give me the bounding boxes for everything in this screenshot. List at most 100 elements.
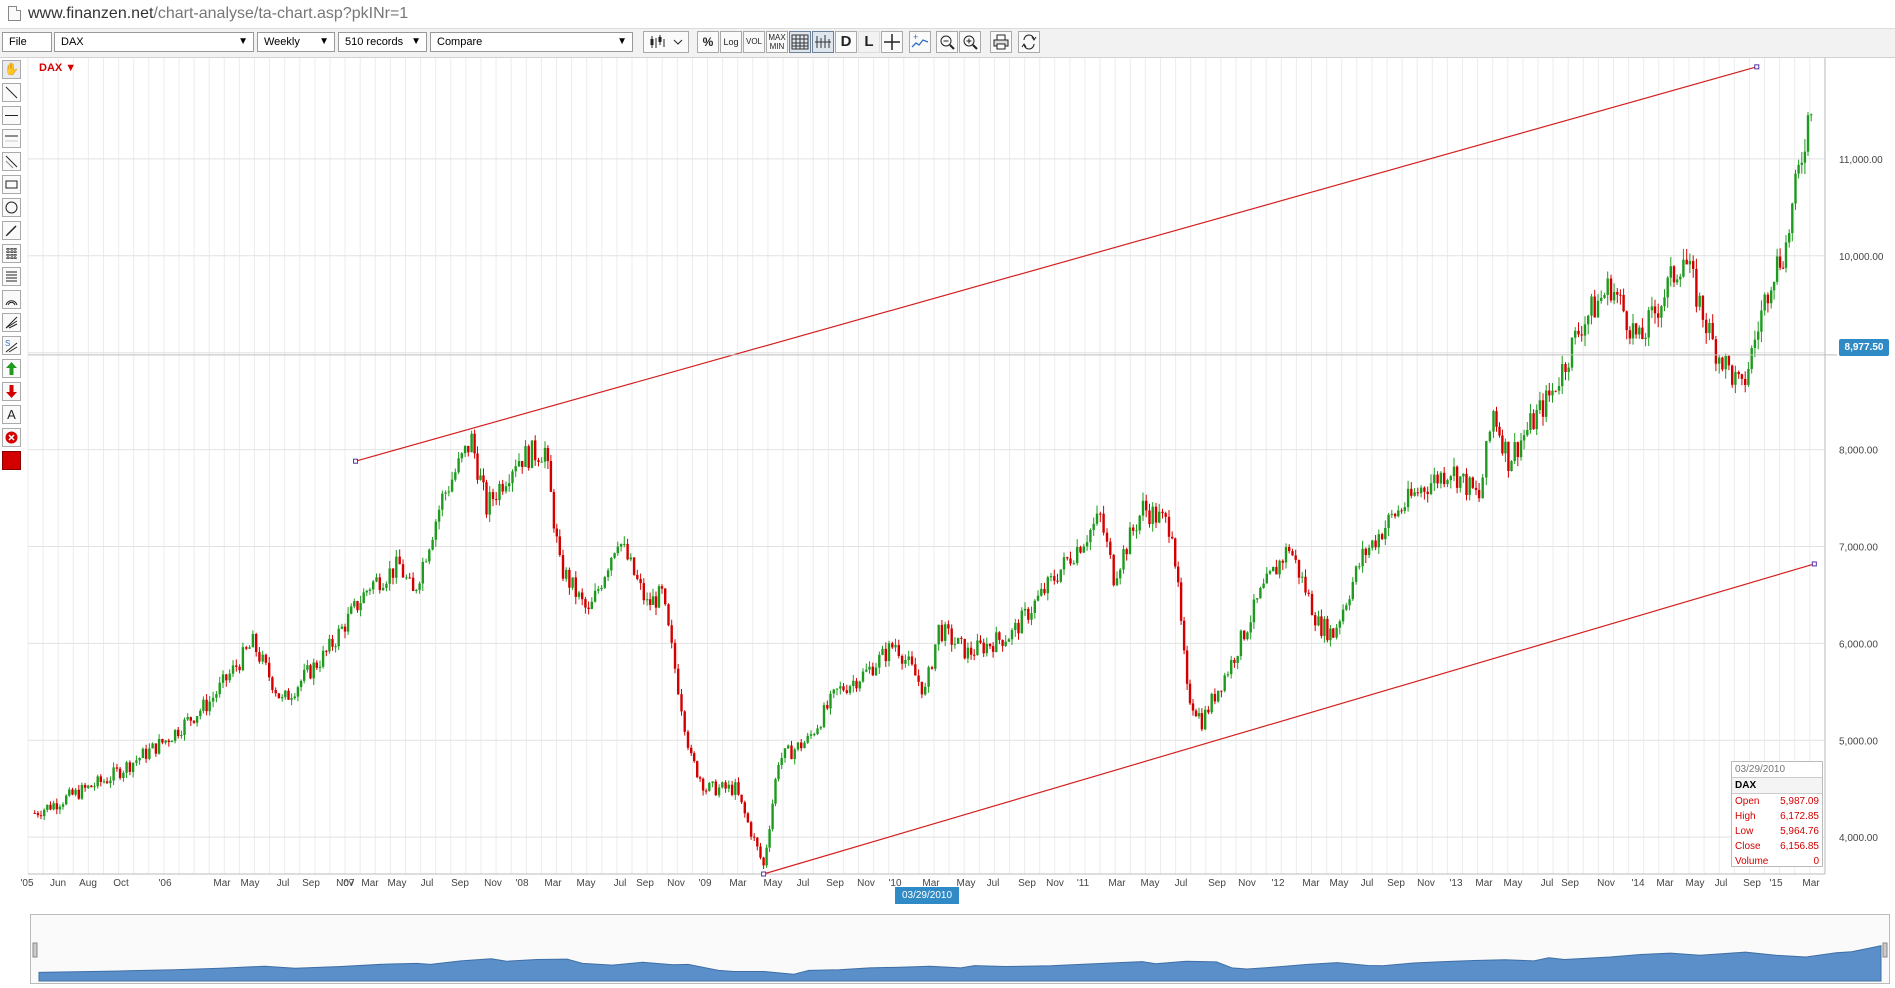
log-scale-button[interactable]: Log bbox=[720, 31, 742, 53]
x-tick-label: Jul bbox=[421, 878, 434, 889]
chart-area[interactable]: 4,000.00 5,000.00 6,000.00 7,000.00 8,000.00… bbox=[0, 58, 1895, 918]
records-select[interactable]: 510 records ▼ bbox=[338, 32, 427, 52]
series-label[interactable]: DAX ▼ bbox=[39, 62, 77, 74]
trendlines[interactable] bbox=[353, 64, 1817, 877]
candle-body bbox=[960, 637, 963, 639]
candle-body bbox=[1810, 114, 1813, 116]
candlesticks bbox=[33, 112, 1813, 869]
maxmin-button[interactable]: MAX MIN bbox=[766, 31, 788, 53]
pen-tool[interactable] bbox=[2, 221, 21, 240]
candle-body bbox=[1154, 506, 1158, 523]
candle-body bbox=[597, 589, 600, 591]
candle-body bbox=[774, 779, 777, 804]
candle-body bbox=[904, 660, 907, 664]
candle-body bbox=[581, 592, 584, 600]
candle-body bbox=[910, 656, 914, 665]
instrument-select[interactable]: DAX ▼ bbox=[54, 32, 254, 52]
candle-body bbox=[1410, 488, 1413, 496]
navigator-chart[interactable] bbox=[31, 915, 1889, 983]
sell-arrow-tool[interactable] bbox=[2, 382, 21, 401]
chevron-down-icon: ▼ bbox=[319, 36, 329, 47]
file-menu-button[interactable]: File bbox=[2, 32, 52, 52]
rectangle-tool[interactable] bbox=[2, 175, 21, 194]
trendline-handle[interactable] bbox=[1754, 64, 1760, 70]
candle-body bbox=[180, 735, 183, 736]
navigator-left-handle[interactable] bbox=[32, 942, 38, 958]
candle-body bbox=[1650, 306, 1654, 311]
candle-body bbox=[460, 453, 463, 459]
channel-tool[interactable] bbox=[2, 152, 21, 171]
fan-tool[interactable] bbox=[2, 313, 21, 332]
candle-body bbox=[261, 654, 264, 662]
candle-body bbox=[1564, 364, 1567, 372]
add-indicator-button[interactable]: + bbox=[909, 31, 931, 53]
candle-body bbox=[1151, 506, 1154, 525]
candle-body bbox=[1406, 488, 1410, 508]
candle-body bbox=[1177, 566, 1180, 583]
candle-body bbox=[894, 644, 897, 648]
lower-trendline[interactable] bbox=[763, 563, 1815, 875]
bars-toggle-button[interactable] bbox=[812, 31, 834, 53]
text-tool[interactable]: A bbox=[2, 405, 21, 424]
zoom-in-button[interactable] bbox=[959, 31, 981, 53]
x-tick-label: '11 bbox=[1077, 878, 1090, 889]
upper-trendline[interactable] bbox=[355, 66, 1757, 462]
fibonacci-retracement-tool[interactable] bbox=[2, 267, 21, 286]
vertical-line-tool[interactable] bbox=[2, 129, 21, 148]
refresh-button[interactable] bbox=[1018, 31, 1040, 53]
candle-body bbox=[49, 804, 52, 810]
compare-select[interactable]: Compare ▼ bbox=[430, 32, 633, 52]
trendline-handle[interactable] bbox=[761, 871, 767, 877]
delete-drawings-tool[interactable] bbox=[2, 428, 21, 447]
x-tick-label: '09 bbox=[698, 878, 711, 889]
percent-scale-button[interactable]: % bbox=[697, 31, 719, 53]
trendline-handle[interactable] bbox=[353, 458, 359, 464]
range-navigator[interactable] bbox=[30, 914, 1890, 984]
interval-select[interactable]: Weekly ▼ bbox=[257, 32, 335, 52]
candle-body bbox=[985, 643, 988, 654]
x-tick-label: Nov bbox=[857, 878, 875, 889]
color-picker-tool[interactable] bbox=[2, 451, 21, 470]
tooltip-open-label: Open bbox=[1735, 796, 1760, 807]
candle-body bbox=[488, 492, 491, 515]
arc-tool[interactable] bbox=[2, 290, 21, 309]
candle-body bbox=[839, 686, 842, 689]
print-button[interactable] bbox=[990, 31, 1012, 53]
ellipse-tool[interactable] bbox=[2, 198, 21, 217]
tooltip-open-row: Open 5,987.09 bbox=[1732, 794, 1822, 809]
buy-arrow-tool[interactable] bbox=[2, 359, 21, 378]
navigator-right-handle[interactable] bbox=[1882, 942, 1888, 958]
candle-body bbox=[1046, 577, 1049, 594]
speed-line-tool[interactable]: S bbox=[2, 336, 21, 355]
candle-body bbox=[434, 521, 437, 540]
chart-type-select[interactable] bbox=[643, 31, 689, 53]
candle-body bbox=[852, 680, 855, 686]
trendline-tool[interactable] bbox=[2, 83, 21, 102]
candle-body bbox=[537, 460, 540, 462]
candle-body bbox=[1701, 295, 1705, 320]
candle-body bbox=[565, 569, 568, 579]
candle-body bbox=[1535, 410, 1538, 430]
candle-body bbox=[356, 601, 359, 611]
horizontal-line-tool[interactable] bbox=[2, 106, 21, 125]
grid-toggle-button[interactable] bbox=[789, 31, 811, 53]
trendline-handle[interactable] bbox=[1811, 561, 1817, 567]
y-tick-label: 7,000.00 bbox=[1839, 542, 1878, 553]
candle-body bbox=[1027, 608, 1030, 620]
hand-pan-tool[interactable]: ✋ bbox=[2, 60, 21, 79]
crosshair-button[interactable] bbox=[881, 31, 903, 53]
tooltip-volume-label: Volume bbox=[1735, 856, 1769, 867]
url-text[interactable]: www.finanzen.net/chart-analyse/ta-chart.… bbox=[28, 5, 408, 23]
d-mode-button[interactable]: D bbox=[835, 31, 857, 53]
candle-body bbox=[1465, 473, 1468, 495]
fibonacci-tool[interactable] bbox=[2, 244, 21, 263]
price-chart[interactable]: 4,000.00 5,000.00 6,000.00 7,000.00 8,000.00… bbox=[0, 58, 1895, 918]
candle-body bbox=[33, 813, 36, 814]
l-mode-button[interactable]: L bbox=[858, 31, 880, 53]
candle-body bbox=[1030, 613, 1033, 620]
browser-url-bar[interactable]: www.finanzen.net/chart-analyse/ta-chart.… bbox=[0, 0, 1895, 29]
candle-body bbox=[1446, 480, 1449, 485]
zoom-out-button[interactable] bbox=[936, 31, 958, 53]
candle-body bbox=[39, 815, 43, 817]
volume-button[interactable]: VOL bbox=[743, 31, 765, 53]
